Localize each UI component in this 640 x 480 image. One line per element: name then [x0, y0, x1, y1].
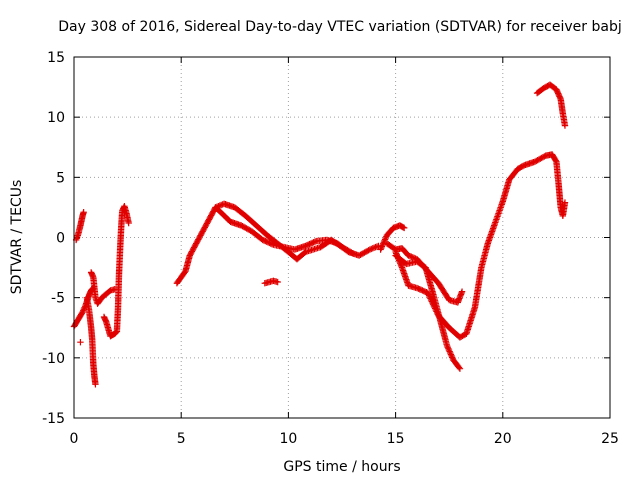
data-point — [378, 244, 385, 252]
data-point — [400, 224, 408, 232]
data-point — [446, 348, 453, 355]
data-point — [215, 203, 222, 210]
data-points — [70, 81, 569, 388]
x-axis-label: GPS time / hours — [283, 459, 400, 475]
data-point — [382, 234, 389, 242]
data-point — [377, 246, 384, 253]
data-point — [456, 365, 464, 372]
data-point — [552, 157, 559, 164]
y-tick-label: -5 — [51, 291, 65, 307]
y-tick-labels: -15 -10 -5 0 5 10 15 — [42, 50, 65, 427]
x-tick-label: 0 — [70, 431, 79, 447]
data-point — [553, 87, 561, 95]
data-point — [79, 308, 86, 316]
data-point — [406, 252, 414, 260]
data-point — [349, 249, 356, 257]
data-point — [555, 90, 562, 97]
data-point — [445, 346, 453, 354]
data-point — [399, 224, 407, 231]
y-tick-label: -10 — [42, 351, 65, 367]
data-point — [378, 243, 386, 250]
y-axis-label: SDTVAR / TECUs — [9, 180, 25, 295]
data-point — [381, 236, 389, 243]
data-point — [553, 86, 560, 93]
data-point — [379, 242, 386, 249]
data-point — [216, 202, 223, 209]
data-point — [561, 122, 569, 129]
data-point — [372, 243, 379, 251]
data-point — [448, 352, 455, 360]
data-point — [561, 199, 569, 206]
data-point — [80, 307, 87, 314]
y-tick-label: 5 — [56, 170, 65, 186]
x-tick-label: 25 — [601, 431, 619, 447]
data-point — [458, 288, 466, 295]
data-point — [311, 238, 319, 245]
data-point — [213, 203, 221, 211]
data-point — [554, 89, 561, 96]
x-tick-labels: 0 5 10 15 20 25 — [70, 431, 619, 447]
data-point — [447, 351, 455, 358]
data-point — [274, 278, 281, 286]
grid-lines — [74, 57, 610, 418]
data-point — [348, 249, 355, 256]
data-point — [218, 201, 225, 209]
x-tick-label: 15 — [387, 431, 405, 447]
y-tick-label: 10 — [47, 110, 65, 126]
data-point — [369, 245, 376, 252]
data-point — [368, 245, 375, 253]
chart-title: Day 308 of 2016, Sidereal Day-to-day VTE… — [58, 19, 621, 35]
data-point — [80, 209, 87, 216]
data-point — [366, 246, 374, 253]
data-point — [447, 349, 454, 357]
data-point — [444, 344, 451, 351]
data-point — [445, 345, 452, 352]
x-tick-label: 10 — [279, 431, 297, 447]
data-point — [556, 94, 564, 101]
data-point — [427, 295, 434, 302]
data-point — [443, 342, 451, 349]
data-point — [449, 354, 456, 361]
y-tick-label: 15 — [47, 50, 65, 66]
x-tick-label: 5 — [177, 431, 186, 447]
data-point — [380, 239, 388, 246]
data-point — [405, 252, 412, 259]
data-point — [408, 253, 415, 260]
x-tick-label: 20 — [494, 431, 512, 447]
data-point — [92, 381, 99, 388]
y-tick-label: 0 — [56, 231, 65, 247]
plot-frame — [73, 56, 611, 419]
data-point — [212, 204, 219, 211]
data-point — [365, 247, 372, 254]
y-tick-label: -15 — [42, 411, 65, 427]
data-point — [370, 244, 378, 251]
data-point — [77, 338, 84, 346]
data-point — [455, 364, 463, 371]
data-point — [125, 219, 132, 227]
data-point — [555, 91, 563, 99]
data-point — [556, 93, 563, 100]
